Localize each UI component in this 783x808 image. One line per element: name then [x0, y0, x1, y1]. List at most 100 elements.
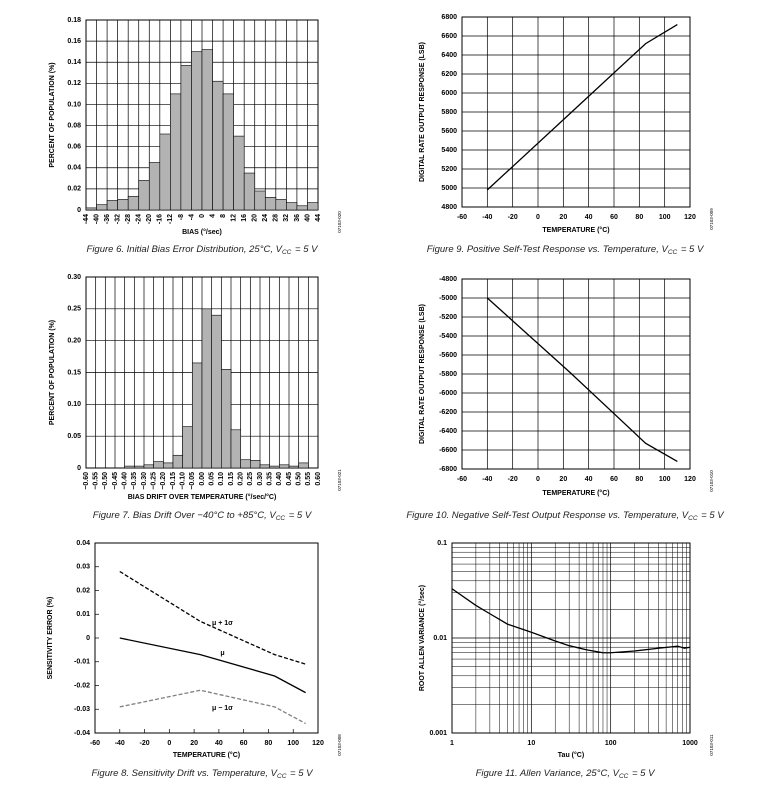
- x-tick-label: -44: [83, 214, 90, 224]
- x-tick-label: 40: [215, 740, 223, 747]
- x-tick-label: 100: [287, 740, 299, 747]
- x-tick-label: 24: [262, 214, 269, 222]
- x-tick-label: −0.35: [131, 472, 138, 490]
- histogram-bar: [288, 465, 299, 469]
- x-tick-label: −0.15: [170, 472, 177, 490]
- y-tick-label: 0.15: [67, 369, 81, 376]
- x-tick-label: -16: [157, 214, 164, 224]
- x-tick-label: 60: [610, 476, 618, 483]
- x-tick-label: -20: [139, 740, 149, 747]
- x-tick-label: -24: [136, 214, 143, 224]
- x-tick-label: 100: [659, 476, 671, 483]
- x-tick-label: -36: [104, 214, 111, 224]
- y-tick-label: -5000: [439, 295, 457, 302]
- figure-caption: Figure 7. Bias Drift Over −40°C to +85°C…: [93, 510, 313, 523]
- histogram-bar: [143, 464, 154, 469]
- histogram-bar: [269, 465, 280, 469]
- histogram-bar: [138, 180, 150, 211]
- y-tick-label: 0: [86, 635, 90, 642]
- histogram-bar: [286, 202, 298, 211]
- y-tick-label: 6200: [441, 71, 457, 78]
- caption-part: = 5 V: [292, 244, 319, 255]
- x-tick-label: 8: [220, 214, 227, 218]
- y-tick-label: 6600: [441, 33, 457, 40]
- caption-part: = 5 V: [699, 510, 726, 521]
- y-tick-label: 4800: [441, 204, 457, 211]
- x-tick-label: -20: [508, 214, 518, 221]
- x-tick-label: −0.25: [151, 472, 158, 490]
- y-tick-label: 5200: [441, 166, 457, 173]
- series-label: μ + 1σ: [212, 620, 233, 627]
- histogram-bar: [201, 308, 212, 469]
- x-tick-label: 40: [585, 214, 593, 221]
- data-line: [119, 637, 306, 694]
- x-tick-label: −0.50: [102, 472, 109, 490]
- histogram-bar: [201, 49, 213, 211]
- x-tick-label: −0.40: [122, 472, 129, 490]
- y-tick-label: 5800: [441, 109, 457, 116]
- caption-part: CC: [688, 515, 698, 522]
- histogram-bar: [172, 454, 183, 469]
- histogram-bar: [106, 200, 118, 211]
- histogram-bar: [298, 462, 309, 469]
- y-tick-label: 6800: [441, 14, 457, 21]
- x-tick-label: 28: [273, 214, 280, 222]
- x-tick-label: 40: [304, 214, 311, 222]
- figure-code: 07103-021: [337, 469, 342, 491]
- x-tick-label: 20: [559, 214, 567, 221]
- histogram-bar: [134, 465, 145, 469]
- y-axis-label: DIGITAL RATE OUTPUT RESPONSE (LSB): [419, 42, 426, 182]
- data-line: [119, 689, 306, 725]
- histogram-bar: [180, 65, 192, 211]
- x-tick-label: -60: [457, 476, 467, 483]
- x-tick-label: 0.50: [296, 472, 303, 486]
- caption-part: Figure 9. Positive Self-Test Response vs…: [427, 244, 670, 255]
- y-tick-label: -4800: [439, 276, 457, 283]
- x-tick-label: 0.20: [238, 472, 245, 486]
- y-tick-label: 0: [77, 207, 81, 214]
- histogram-bar: [124, 465, 135, 469]
- figure-caption: Figure 8. Sensitivity Drift vs. Temperat…: [92, 768, 315, 781]
- x-tick-label: 0: [167, 740, 171, 747]
- x-tick-label: −0.55: [93, 472, 100, 490]
- data-line: [451, 588, 691, 654]
- x-tick-label: -32: [114, 214, 121, 224]
- y-tick-label: 0.1: [437, 540, 447, 547]
- y-tick-label: -5400: [439, 333, 457, 340]
- x-tick-label: 100: [605, 740, 617, 747]
- x-tick-label: -40: [115, 740, 125, 747]
- y-tick-label: -6800: [439, 466, 457, 473]
- x-tick-label: 80: [635, 214, 643, 221]
- x-tick-label: -40: [482, 214, 492, 221]
- x-tick-label: 20: [190, 740, 198, 747]
- y-tick-label: 0.30: [67, 274, 81, 281]
- y-tick-label: 0.01: [76, 611, 90, 618]
- x-tick-label: −0.05: [189, 472, 196, 490]
- series-label: μ − 1σ: [212, 705, 233, 712]
- y-tick-label: -0.02: [74, 682, 90, 689]
- histogram-bar: [222, 93, 234, 211]
- y-tick-label: 0.12: [67, 80, 81, 87]
- histogram-bar: [264, 197, 277, 211]
- x-tick-label: 0.55: [305, 472, 312, 486]
- x-tick-label: 0: [199, 214, 206, 218]
- histogram-bar: [163, 462, 174, 469]
- x-tick-label: 1000: [682, 740, 698, 747]
- histogram-bar: [153, 461, 164, 469]
- x-tick-label: 0.40: [276, 472, 283, 486]
- series-label: μ: [220, 650, 224, 657]
- x-tick-label: 80: [265, 740, 273, 747]
- caption-part: Figure 6. Initial Bias Error Distributio…: [87, 244, 284, 255]
- data-line: [486, 297, 678, 462]
- x-tick-label: 16: [241, 214, 248, 222]
- histogram-bar: [182, 426, 193, 469]
- plot-frame: [94, 542, 319, 734]
- y-axis-label: PERCENT OF POPULATION (%): [49, 320, 56, 425]
- x-tick-label: −0.45: [112, 472, 119, 490]
- x-tick-label: 32: [283, 214, 290, 222]
- x-tick-label: 1: [450, 740, 454, 747]
- y-tick-label: 6000: [441, 90, 457, 97]
- y-tick-label: -6600: [439, 447, 457, 454]
- x-tick-label: 60: [610, 214, 618, 221]
- histogram-bar: [240, 459, 251, 469]
